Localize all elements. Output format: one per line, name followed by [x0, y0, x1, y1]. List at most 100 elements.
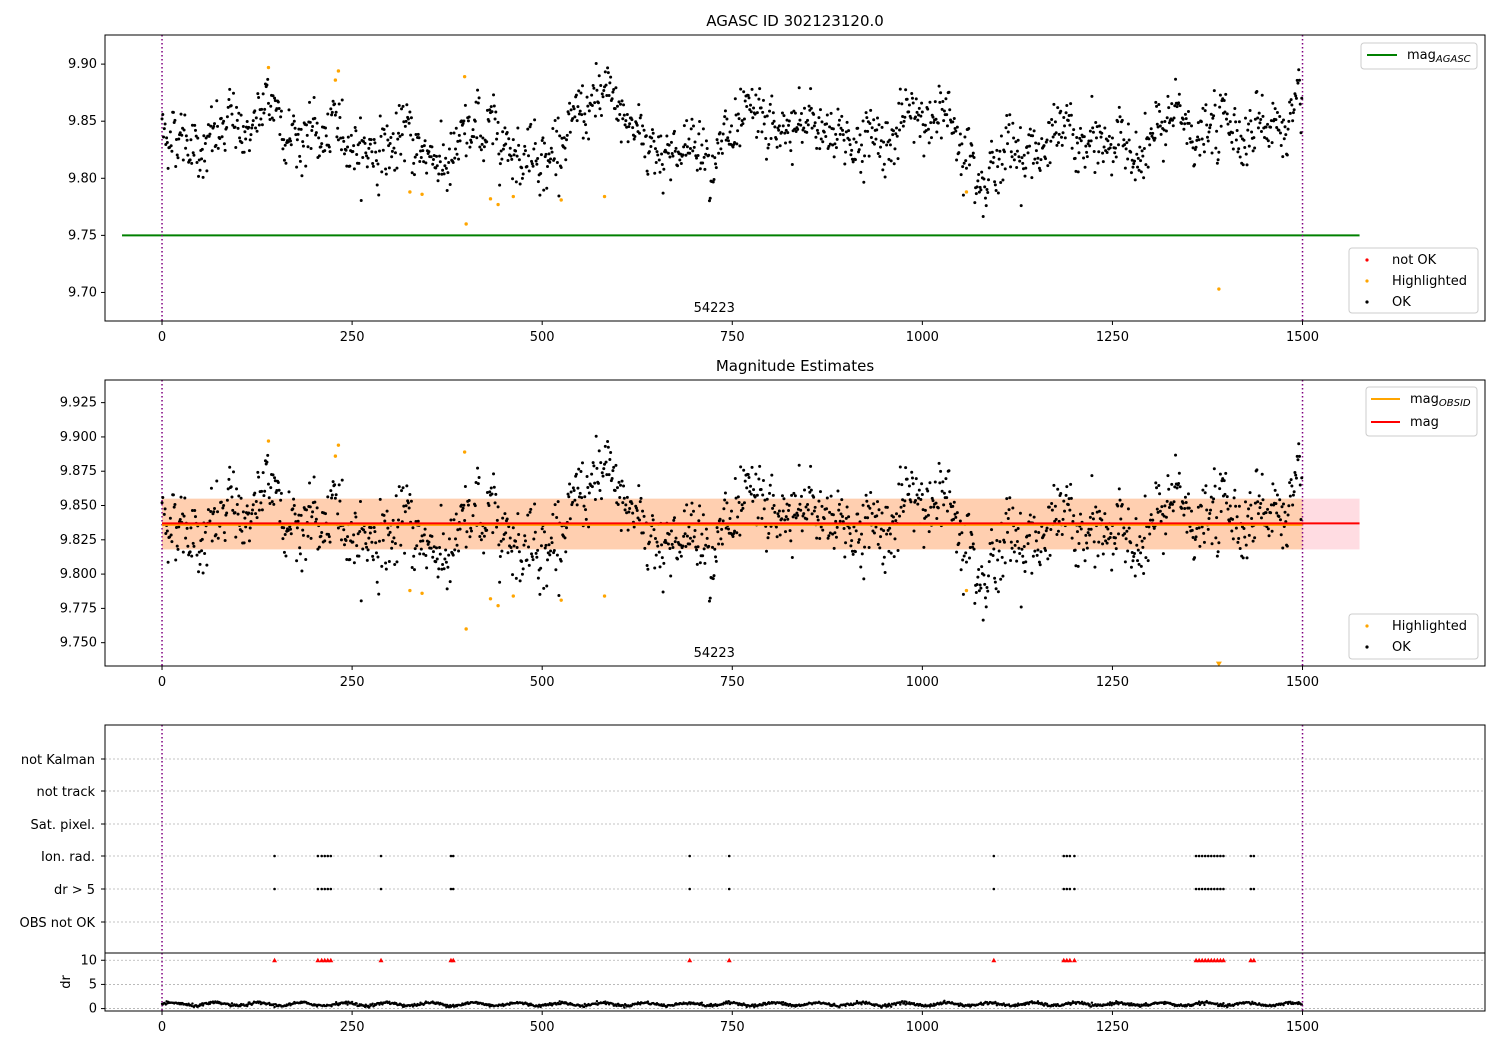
- ok-point: [390, 155, 394, 159]
- ok-point: [1122, 526, 1126, 530]
- ok-point: [508, 536, 512, 540]
- ok-point: [931, 115, 935, 119]
- ok-point: [1222, 479, 1226, 483]
- ok-point: [357, 161, 361, 165]
- ok-point: [691, 509, 695, 513]
- ok-point: [753, 495, 757, 499]
- ok-point: [741, 506, 745, 510]
- ok-point: [1151, 518, 1155, 522]
- ok-point: [329, 107, 333, 111]
- ok-point: [868, 506, 872, 510]
- ok-point: [653, 147, 657, 151]
- ok-point: [887, 157, 891, 161]
- ok-point: [460, 119, 464, 123]
- ok-point: [646, 567, 650, 571]
- ok-point: [471, 514, 475, 518]
- ok-point: [220, 135, 224, 139]
- ok-point: [430, 145, 434, 149]
- ok-point: [377, 539, 381, 543]
- ok-point: [205, 169, 209, 173]
- ok-point: [1244, 543, 1248, 547]
- ok-point: [868, 122, 872, 126]
- ok-point: [892, 555, 896, 559]
- ok-point: [669, 574, 673, 578]
- ok-point: [932, 120, 936, 124]
- ok-point: [558, 134, 562, 138]
- ok-point: [630, 502, 634, 506]
- ok-point: [1155, 507, 1159, 511]
- ok-point: [402, 120, 406, 124]
- ok-point: [255, 516, 259, 520]
- ok-point: [223, 539, 227, 543]
- ok-point: [358, 116, 362, 120]
- ok-point: [777, 128, 781, 132]
- plot-frame: [104, 379, 1486, 667]
- ok-point: [940, 489, 944, 493]
- ok-point: [792, 491, 796, 495]
- ok-point: [454, 126, 458, 130]
- ok-point: [1201, 488, 1205, 492]
- ok-point: [1195, 527, 1199, 531]
- ok-point: [672, 518, 676, 522]
- ok-point: [725, 117, 729, 121]
- ok-point: [818, 147, 822, 151]
- ok-point: [268, 118, 272, 122]
- ok-point: [866, 504, 870, 508]
- ok-point: [624, 119, 628, 123]
- ok-point: [1012, 550, 1016, 554]
- ok-point: [860, 532, 864, 536]
- offscale-marker: [1215, 661, 1222, 667]
- ok-point: [551, 127, 555, 131]
- ok-point: [793, 127, 797, 131]
- ok-point: [702, 155, 706, 159]
- ok-point: [720, 151, 724, 155]
- ok-point: [802, 512, 806, 516]
- ok-point: [891, 515, 895, 519]
- ok-point: [888, 138, 892, 142]
- flag-point: [273, 887, 276, 891]
- ok-point: [815, 128, 819, 132]
- ok-point: [730, 509, 734, 513]
- dr-point: [860, 1003, 863, 1006]
- ok-point: [802, 126, 806, 130]
- ok-point: [516, 512, 520, 516]
- ok-point: [1148, 532, 1152, 536]
- ok-point: [461, 121, 465, 125]
- ok-point: [1063, 136, 1067, 140]
- ok-point: [695, 156, 699, 160]
- ok-point: [580, 461, 584, 465]
- ok-point: [440, 567, 444, 571]
- ok-point: [511, 138, 515, 142]
- ok-point: [569, 108, 573, 112]
- y-tick-label: 9.80: [68, 171, 97, 186]
- ok-point: [876, 542, 880, 546]
- dr-point: [615, 1004, 618, 1008]
- ok-point: [978, 185, 982, 189]
- ok-point: [1113, 151, 1117, 155]
- ok-point: [837, 118, 841, 122]
- ok-point: [412, 161, 416, 165]
- ok-point: [1106, 527, 1110, 531]
- ok-point: [1193, 163, 1197, 167]
- ok-point: [528, 510, 532, 514]
- flag-category-label: Sat. pixel.: [31, 818, 95, 833]
- ok-point: [1260, 93, 1264, 97]
- ok-point: [315, 506, 319, 510]
- ok-point: [859, 565, 863, 569]
- ok-point: [1174, 77, 1178, 81]
- ok-point: [444, 156, 448, 160]
- ok-point: [787, 509, 791, 513]
- ok-point: [1181, 117, 1185, 121]
- dr-point: [623, 1006, 626, 1009]
- ok-point: [559, 559, 563, 563]
- dr-axis-label: dr: [59, 975, 74, 989]
- ok-point: [1213, 484, 1217, 488]
- ok-point: [384, 172, 388, 176]
- ok-point: [739, 87, 743, 91]
- ok-point: [340, 98, 344, 102]
- ok-point: [866, 516, 870, 520]
- ok-point: [612, 465, 616, 469]
- ok-point: [1034, 530, 1038, 534]
- ok-point: [1258, 121, 1262, 125]
- ok-point: [783, 131, 787, 135]
